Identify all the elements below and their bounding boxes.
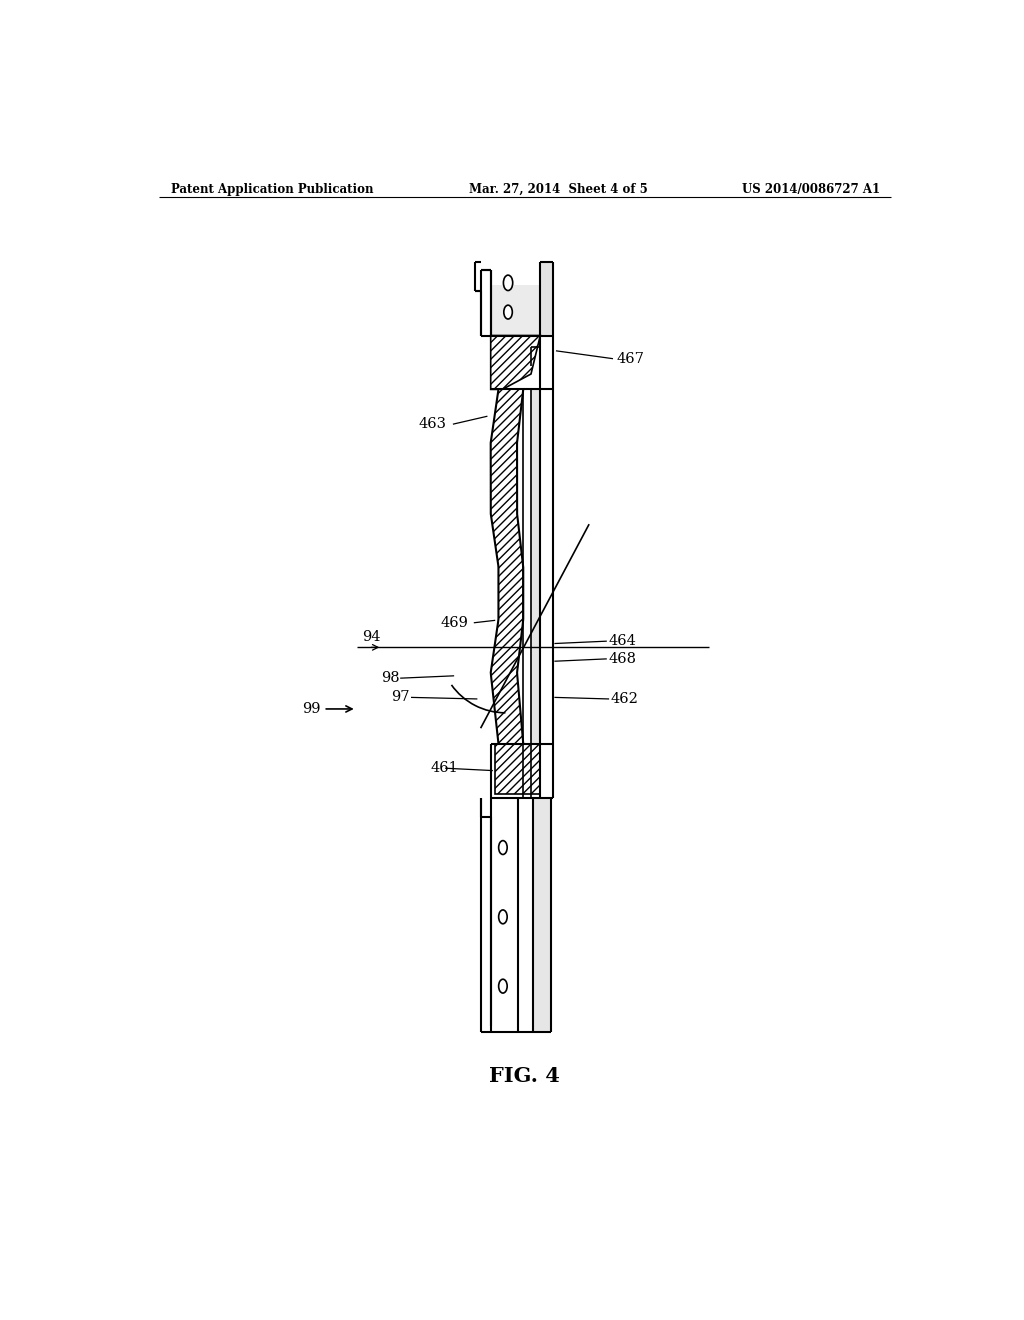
Bar xyxy=(534,797,551,1032)
Polygon shape xyxy=(495,743,541,793)
Ellipse shape xyxy=(499,841,507,854)
Text: 464: 464 xyxy=(608,634,636,648)
Text: 469: 469 xyxy=(440,615,468,630)
Text: 467: 467 xyxy=(616,351,644,366)
Ellipse shape xyxy=(499,979,507,993)
Text: US 2014/0086727 A1: US 2014/0086727 A1 xyxy=(741,183,880,197)
Text: 99: 99 xyxy=(302,702,321,715)
Polygon shape xyxy=(490,389,523,743)
Text: FIG. 4: FIG. 4 xyxy=(489,1067,560,1086)
Text: Mar. 27, 2014  Sheet 4 of 5: Mar. 27, 2014 Sheet 4 of 5 xyxy=(469,183,648,197)
Ellipse shape xyxy=(499,909,507,924)
Text: 97: 97 xyxy=(391,690,410,705)
Text: 468: 468 xyxy=(608,652,637,665)
Text: 94: 94 xyxy=(362,630,381,644)
Bar xyxy=(541,263,553,335)
Bar xyxy=(531,389,541,743)
Polygon shape xyxy=(490,335,541,389)
Bar xyxy=(490,285,541,335)
Text: 98: 98 xyxy=(381,671,399,685)
Text: 463: 463 xyxy=(419,417,446,432)
Ellipse shape xyxy=(504,275,513,290)
Text: 461: 461 xyxy=(430,762,458,775)
Text: 462: 462 xyxy=(611,692,639,706)
Ellipse shape xyxy=(504,305,512,319)
Text: Patent Application Publication: Patent Application Publication xyxy=(171,183,373,197)
